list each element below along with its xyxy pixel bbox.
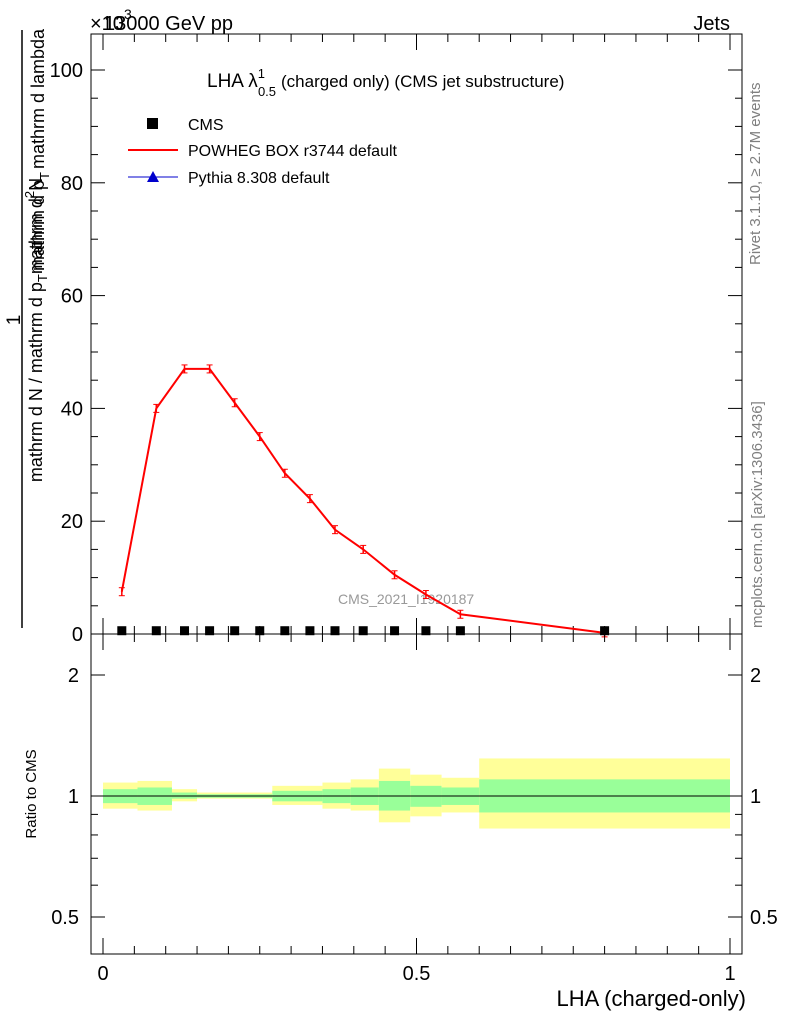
cms-point: [305, 626, 315, 636]
ratio-y-tick-label-right: 0.5: [750, 907, 778, 929]
legend-marker-pythia: [147, 171, 159, 182]
cms-point: [205, 626, 215, 636]
legend: CMS POWHEG BOX r3744 default Pythia 8.30…: [128, 117, 398, 187]
legend-label-cms: CMS: [188, 117, 224, 134]
cms-point: [230, 626, 240, 636]
legend-marker-cms: [147, 118, 158, 129]
cms-point: [330, 626, 340, 636]
main-y-axis-label: 1 mathrm d N / mathrm d pTmathrm d2N mat…: [4, 28, 52, 628]
ratio-y-tick-label-left: 2: [68, 665, 79, 687]
cms-point: [117, 626, 127, 636]
cms-point: [455, 626, 465, 636]
rivet-version-label: Rivet 3.1.10, ≥ 2.7M events: [747, 83, 764, 266]
y-tick-label: 60: [61, 286, 83, 308]
x-axis-label: LHA (charged-only): [556, 986, 746, 1011]
cms-point: [421, 626, 431, 636]
svg-text:1: 1: [4, 315, 25, 326]
ratio-y-tick-label-left: 1: [68, 786, 79, 808]
ratio-y-tick-label-right: 1: [750, 786, 761, 808]
cms-point: [390, 626, 400, 636]
analysis-watermark: CMS_2021_I1920187: [338, 591, 474, 607]
y-tick-label: 40: [61, 398, 83, 420]
svg-text:mathrm d pTmathrm d lambda: mathrm d pTmathrm d lambda: [28, 28, 52, 271]
x-tick-label: 0.5: [403, 963, 431, 985]
y-tick-label: 100: [50, 60, 83, 82]
y-tick-label: 80: [61, 173, 83, 195]
x-tick-labels: 0 0.5 1: [97, 963, 735, 985]
cms-point: [255, 626, 265, 636]
main-y-tick-labels: 0 20 40 60 80 100: [50, 60, 83, 646]
ratio-y-tick-label-left: 0.5: [51, 907, 79, 929]
cms-point: [280, 626, 290, 636]
powheg-line: [120, 367, 605, 634]
ratio-y-tick-label-right: 2: [750, 665, 761, 687]
cms-point: [358, 626, 368, 636]
svg-text:mathrm d N / mathrm d pTmathrm: mathrm d N / mathrm d pTmathrm d2N: [22, 178, 50, 482]
ratio-y-tick-labels: 0.5 0.5 1 1 2 2: [51, 665, 778, 929]
y-tick-label: 20: [61, 511, 83, 533]
header-exponent-power: 3: [124, 6, 132, 22]
legend-label-pythia: Pythia 8.308 default: [188, 170, 330, 187]
plot-title: LHA λ1 0.5(charged only) (CMS jet substru…: [207, 66, 564, 99]
ratio-axis-label: Ratio to CMS: [23, 749, 40, 838]
header-beam-label: 13000 GeV pp: [104, 13, 233, 35]
x-tick-label: 1: [724, 963, 735, 985]
ratio-axis-ticks: [91, 634, 742, 954]
ratio-bands: [103, 758, 730, 829]
cms-point: [180, 626, 190, 636]
cms-point: [600, 626, 610, 636]
powheg-series: [118, 364, 608, 638]
header-exponent: ×10: [90, 13, 124, 35]
mcplots-label: mcplots.cern.ch [arXiv:1306.3436]: [749, 401, 766, 628]
x-tick-label: 0: [97, 963, 108, 985]
cms-series: [117, 626, 610, 636]
legend-label-powheg: POWHEG BOX r3744 default: [188, 143, 398, 160]
y-tick-label: 0: [72, 624, 83, 646]
header-process-label: Jets: [693, 13, 730, 35]
cms-point: [151, 626, 161, 636]
